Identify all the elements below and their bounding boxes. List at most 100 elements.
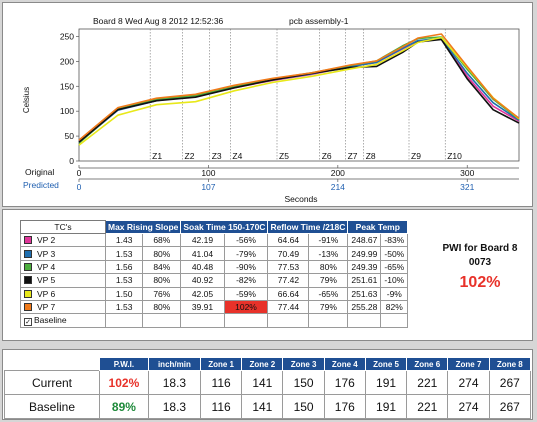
tc-row: VP 3 1.53 80% 41.04 -79% 70.49 -13% 249.99 -50%	[20, 246, 409, 261]
zone-table-header: Zone 1	[199, 357, 243, 371]
reflow-time-cell: 70.49	[267, 246, 310, 261]
reflow-time-cell: 77.42	[267, 273, 310, 288]
baseline-zone-setpoint: 176	[323, 394, 366, 419]
tc-name-cell[interactable]: VP 3	[20, 246, 106, 261]
baseline-zone-setpoint: 274	[447, 394, 490, 419]
slope-cell: 1.56	[104, 259, 144, 275]
baseline-checkbox-icon[interactable]: ✓	[24, 318, 32, 327]
zone-settings-panel: P.W.I. inch/min Zone 1 Zone 2 Zone 3 Zone 4 Zo…	[2, 349, 533, 420]
x-axes: 0 100 200 300 0 107 214 321	[77, 165, 519, 192]
slope-cell: 1.53	[104, 246, 144, 261]
zone-labels: Z1 Z2 Z3 Z4 Z5 Z6 Z7 Z8 Z9 Z10	[152, 151, 462, 161]
reflow-pct-cell: 79%	[308, 273, 349, 288]
tc-color-swatch	[24, 276, 32, 285]
zone-label: Z10	[447, 151, 462, 161]
tc-name-cell[interactable]: VP 5	[20, 273, 106, 288]
baseline-zone-setpoint: 221	[406, 394, 449, 419]
slope-cell: 1.53	[104, 273, 144, 288]
zone-label: Z9	[411, 151, 421, 161]
baseline-empty-cell	[267, 313, 310, 328]
current-zone-setpoint: 267	[488, 370, 532, 395]
current-speed: 18.3	[147, 370, 202, 395]
original-row-label: Original	[25, 167, 54, 177]
original-tick-label: 300	[460, 168, 474, 178]
series-lines	[78, 33, 520, 146]
reflow-time-header: Reflow Time /218C	[267, 220, 349, 234]
tc-color-swatch	[24, 289, 32, 298]
baseline-zone-setpoint: 267	[488, 394, 532, 419]
peak-temp-cell: 255.28	[347, 299, 382, 315]
zone-table-header-row: P.W.I. inch/min Zone 1 Zone 2 Zone 3 Zone 4 Zo…	[4, 357, 532, 371]
soak-time-header: Soak Time 150-170C	[180, 220, 269, 234]
zone-table-header: Zone 8	[488, 357, 532, 371]
tc-row: VP 4 1.56 84% 40.48 -90% 77.53 80% 249.39 -65%	[20, 259, 409, 275]
thermocouple-table: TC's Max Rising Slope Soak Time 150-170C…	[20, 220, 409, 328]
baseline-label: Baseline	[34, 315, 67, 326]
original-tick-label: 100	[201, 168, 215, 178]
reflow-pct-cell: -91%	[308, 232, 349, 248]
peak-pct-cell: -9%	[380, 286, 409, 301]
tc-name: VP 2	[37, 235, 56, 246]
plot-frame	[78, 28, 520, 162]
tc-name: VP 3	[37, 248, 56, 259]
current-zone-setpoint: 116	[199, 370, 243, 395]
tc-name-cell[interactable]: VP 6	[20, 286, 106, 301]
tc-name-cell[interactable]: VP 2	[20, 232, 106, 248]
y-tick-label: 250	[60, 31, 74, 41]
zone-table-header: Zone 5	[364, 357, 408, 371]
series-line-vp-6	[78, 36, 520, 146]
current-zone-setpoint: 274	[447, 370, 490, 395]
current-pwi: 102%	[99, 370, 149, 395]
pwi-value: 102%	[459, 274, 501, 291]
reflow-time-cell: 66.64	[267, 286, 310, 301]
soak-pct-cell: -79%	[223, 246, 269, 261]
tc-color-swatch	[24, 262, 32, 271]
pwi-title-line1: PWI for Board 8	[442, 243, 518, 254]
peak-pct-cell: -50%	[380, 246, 409, 261]
slope-pct-cell: 80%	[142, 273, 182, 288]
zone-table-header: Zone 6	[406, 357, 449, 371]
soak-time-cell: 39.91	[180, 299, 225, 315]
temperature-profile-chart: Board 8 Wed Aug 8 2012 12:52:36 pcb asse…	[22, 16, 520, 204]
peak-temp-cell: 248.67	[347, 232, 382, 248]
baseline-toggle[interactable]: ✓ Baseline	[20, 313, 106, 328]
current-zone-setpoint: 191	[364, 370, 408, 395]
peak-temp-cell: 251.63	[347, 286, 382, 301]
tc-color-swatch	[24, 236, 32, 245]
tc-name: VP 6	[37, 288, 56, 299]
reflow-time-cell: 77.44	[267, 299, 310, 315]
peak-pct-cell: -83%	[380, 232, 409, 248]
baseline-zone-setpoint: 141	[241, 394, 284, 419]
baseline-empty-cell	[104, 313, 144, 328]
y-tick-label: 200	[60, 56, 74, 66]
soak-time-cell: 40.92	[180, 273, 225, 288]
tc-row: VP 2 1.43 68% 42.19 -56% 64.64 -91% 248.67 -83%	[20, 232, 409, 248]
tc-name: VP 5	[37, 275, 56, 286]
reflow-pct-cell: 79%	[308, 299, 349, 315]
tc-row: VP 5 1.53 80% 40.92 -82% 77.42 79% 251.61 -10%	[20, 273, 409, 288]
soak-pct-cell: -56%	[223, 232, 269, 248]
predicted-row-label: Predicted	[23, 180, 59, 190]
zone-label: Z8	[366, 151, 376, 161]
baseline-pwi: 89%	[99, 394, 149, 419]
baseline-empty-cell	[380, 313, 409, 328]
zone-label: Z6	[322, 151, 332, 161]
tc-color-swatch	[24, 303, 32, 312]
tc-name-cell[interactable]: VP 7	[20, 299, 106, 315]
plot-area	[78, 28, 520, 162]
zone-table-header: Zone 2	[241, 357, 284, 371]
max-rising-slope-header: Max Rising Slope	[104, 220, 182, 234]
zone-settings-table: P.W.I. inch/min Zone 1 Zone 2 Zone 3 Zone 4 Zo…	[4, 357, 532, 419]
reflow-time-cell: 64.64	[267, 232, 310, 248]
pwi-title: PWI for Board 8 0073	[437, 242, 523, 270]
soak-pct-cell: -59%	[223, 286, 269, 301]
peak-temp-cell: 251.61	[347, 273, 382, 288]
predicted-tick-label: 0	[77, 182, 82, 192]
tc-table-body: VP 2 1.43 68% 42.19 -56% 64.64 -91% 248.67 -83% V…	[20, 232, 409, 328]
current-row-label: Current	[4, 370, 100, 395]
thermocouple-panel: TC's Max Rising Slope Soak Time 150-170C…	[2, 209, 533, 341]
predicted-tick-label: 321	[460, 182, 474, 192]
tc-name-cell[interactable]: VP 4	[20, 259, 106, 275]
slope-pct-cell: 76%	[142, 286, 182, 301]
original-tick-label: 200	[331, 168, 345, 178]
